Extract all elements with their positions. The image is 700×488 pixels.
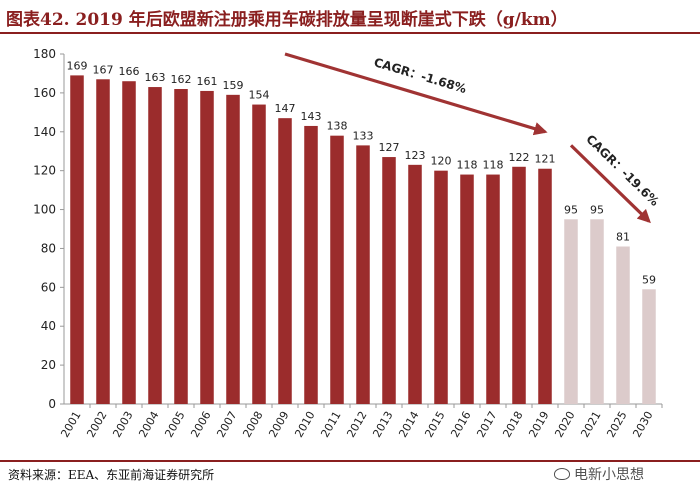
data-label-2009: 147 xyxy=(275,102,296,115)
x-tick-label-2018: 2018 xyxy=(500,409,525,440)
bar-2017 xyxy=(486,174,500,404)
bar-2013 xyxy=(382,157,396,404)
y-tick-label: 20 xyxy=(41,358,56,372)
data-label-2001: 169 xyxy=(67,59,88,72)
data-label-2007: 159 xyxy=(223,79,244,92)
x-tick-label-2020: 2020 xyxy=(552,409,577,440)
data-label-2002: 167 xyxy=(93,63,114,76)
x-tick-label-2019: 2019 xyxy=(526,409,551,440)
data-label-2021: 95 xyxy=(590,203,604,216)
y-tick-label: 60 xyxy=(41,280,56,294)
y-tick-label: 180 xyxy=(33,47,56,61)
bar-2003 xyxy=(122,81,136,404)
x-tick-label-2017: 2017 xyxy=(474,409,499,440)
y-tick-label: 100 xyxy=(33,203,56,217)
x-tick-label-2016: 2016 xyxy=(448,409,473,440)
wechat-icon xyxy=(554,468,570,480)
x-tick-label-2010: 2010 xyxy=(292,409,317,440)
source-note: 资料来源：EEA、东亚前海证券研究所 xyxy=(8,468,215,482)
x-tick-label-2025: 2025 xyxy=(604,409,629,440)
data-label-2014: 123 xyxy=(405,149,426,162)
bar-2030 xyxy=(642,289,656,404)
cagr-arrow-2 xyxy=(569,144,651,224)
data-label-2008: 154 xyxy=(249,89,270,102)
bars xyxy=(70,75,656,405)
data-label-2019: 121 xyxy=(535,153,556,166)
bar-2018 xyxy=(512,166,526,404)
x-tick-label-2012: 2012 xyxy=(344,409,369,440)
x-tick-label-2014: 2014 xyxy=(396,409,421,440)
bar-2001 xyxy=(70,75,84,404)
data-label-2012: 133 xyxy=(353,129,374,142)
bar-2025 xyxy=(616,246,630,404)
bar-2019 xyxy=(538,168,552,404)
watermark: 电新小思想 xyxy=(554,464,644,484)
footer-rule xyxy=(0,460,700,462)
chart-area: 0 20 40 60 80 100 120 140 160 180 169 167 166 163 162… xyxy=(0,36,700,456)
y-tick-label: 0 xyxy=(48,397,56,411)
bar-2012 xyxy=(356,145,370,404)
cagr-label-1: CAGR：-1.68% xyxy=(372,55,468,96)
x-tick-label-2009: 2009 xyxy=(266,409,291,440)
x-tick-label-2001: 2001 xyxy=(58,409,83,440)
bar-chart: 0 20 40 60 80 100 120 140 160 180 169 167 166 163 162… xyxy=(33,47,663,440)
bar-2015 xyxy=(434,170,448,404)
cagr-arrow-1 xyxy=(284,52,548,136)
bar-2016 xyxy=(460,174,474,404)
bar-2002 xyxy=(96,79,110,405)
data-label-2020: 95 xyxy=(564,203,578,216)
data-label-2016: 118 xyxy=(457,159,478,172)
x-tick-labels: 2001 2002 2003 2004 2005 2006 2007 2008 2009 2010… xyxy=(58,404,663,440)
bar-2008 xyxy=(252,104,266,405)
data-label-2004: 163 xyxy=(145,71,166,84)
x-tick-label-2021: 2021 xyxy=(578,409,603,440)
bar-2005 xyxy=(174,89,188,404)
x-tick-label-2003: 2003 xyxy=(110,409,135,440)
data-label-2010: 143 xyxy=(301,110,322,123)
y-tick-label: 160 xyxy=(33,86,56,100)
bar-2009 xyxy=(278,118,292,405)
axes: 0 20 40 60 80 100 120 140 160 180 xyxy=(33,47,662,411)
x-tick-label-2002: 2002 xyxy=(84,409,109,440)
x-tick-label-2030: 2030 xyxy=(630,409,655,440)
x-tick-label-2007: 2007 xyxy=(214,409,239,440)
bar-2020 xyxy=(564,219,578,404)
data-label-2030: 59 xyxy=(642,273,656,286)
title-bar: 图表42. 2019 年后欧盟新注册乘用车碳排放量呈现断崖式下跌（g/km） xyxy=(0,0,700,34)
data-label-2017: 118 xyxy=(483,159,504,172)
bar-2011 xyxy=(330,135,344,404)
data-label-2015: 120 xyxy=(431,155,452,168)
data-label-2005: 162 xyxy=(171,73,192,86)
data-label-2006: 161 xyxy=(197,75,218,88)
x-tick-label-2008: 2008 xyxy=(240,409,265,440)
data-label-2025: 81 xyxy=(616,231,630,244)
y-tick-label: 120 xyxy=(33,164,56,178)
data-label-2013: 127 xyxy=(379,141,400,154)
watermark-text: 电新小思想 xyxy=(574,467,644,483)
x-tick-label-2013: 2013 xyxy=(370,409,395,440)
bar-2014 xyxy=(408,164,422,404)
data-labels: 169 167 166 163 162 161 159 154 147 143 138 133 127 1… xyxy=(67,59,657,286)
x-tick-label-2004: 2004 xyxy=(136,409,161,440)
x-tick-label-2015: 2015 xyxy=(422,409,447,440)
chart-title: 图表42. 2019 年后欧盟新注册乘用车碳排放量呈现断崖式下跌（g/km） xyxy=(6,10,568,30)
bar-2007 xyxy=(226,94,240,405)
x-tick-label-2005: 2005 xyxy=(162,409,187,440)
data-label-2018: 122 xyxy=(509,151,530,164)
y-tick-label: 40 xyxy=(41,319,56,333)
y-tick-label: 140 xyxy=(33,125,56,139)
bar-2021 xyxy=(590,219,604,404)
x-tick-label-2011: 2011 xyxy=(318,409,343,440)
data-label-2011: 138 xyxy=(327,120,348,133)
y-tick-label: 80 xyxy=(41,241,56,255)
bar-2010 xyxy=(304,125,318,404)
bar-2004 xyxy=(148,87,162,405)
data-label-2003: 166 xyxy=(119,65,140,78)
x-tick-label-2006: 2006 xyxy=(188,409,213,440)
bar-2006 xyxy=(200,90,214,404)
